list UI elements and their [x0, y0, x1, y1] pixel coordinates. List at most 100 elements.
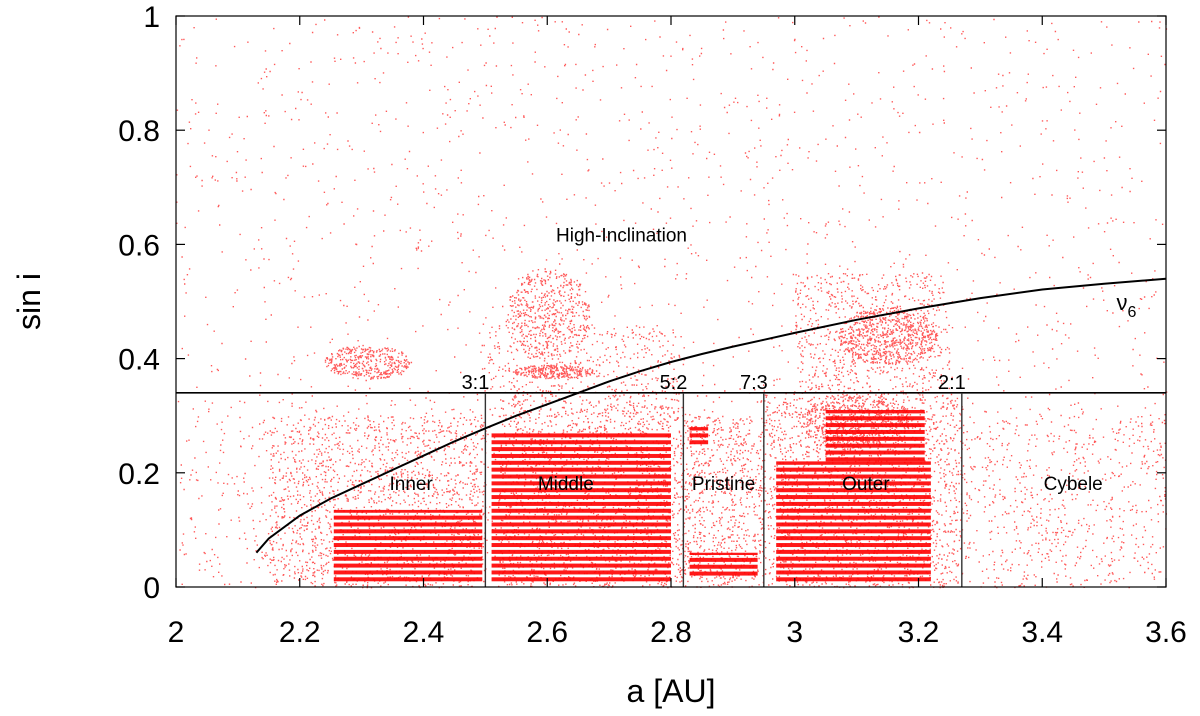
y-tick-label-3: 0.6 [118, 229, 160, 262]
family-stripe-4-2 [776, 563, 931, 568]
y-tick-label-1: 0.2 [118, 458, 160, 491]
nu6-label-subscript: 6 [1128, 304, 1137, 321]
family-stripe-0-2 [333, 563, 483, 568]
family-stripe-4-1 [776, 570, 931, 575]
family-stripe-4-0 [776, 577, 931, 582]
family-stripe-4-14 [776, 481, 931, 486]
nu6-curve [255, 277, 1167, 554]
family-stripe-5-1 [825, 450, 925, 455]
family-stripe-0-4 [333, 549, 483, 554]
resonance-label-5-2: 5:2 [660, 372, 688, 394]
family-stripe-2-0 [689, 571, 758, 576]
region-label-outer: Outer [842, 474, 890, 495]
x-tick-label-1: 2.2 [279, 616, 321, 649]
x-tick-label-0: 2 [168, 616, 185, 649]
region-label-middle: Middle [538, 474, 594, 495]
family-stripe-1-6 [491, 536, 671, 541]
y-axis-title: sin i [11, 273, 47, 330]
family-stripe-5-2 [825, 443, 925, 448]
family-stripe-2-1 [689, 564, 758, 569]
family-stripe-1-14 [491, 481, 671, 486]
family-stripe-4-15 [776, 474, 931, 479]
family-stripe-0-0 [333, 577, 483, 582]
family-stripe-0-6 [333, 536, 483, 541]
family-stripe-5-3 [825, 436, 925, 441]
family-stripe-0-7 [333, 529, 483, 534]
family-stripe-0-8 [333, 522, 483, 527]
family-stripe-5-7 [825, 409, 925, 414]
family-stripe-4-11 [776, 501, 931, 506]
y-tick-label-5: 1 [143, 1, 160, 34]
resonance-label-7-3: 7:3 [740, 372, 768, 394]
family-stripe-1-18 [491, 453, 671, 458]
family-stripe-1-1 [491, 570, 671, 575]
family-stripe-2-2 [689, 557, 758, 562]
family-stripe-1-19 [491, 447, 671, 452]
family-stripe-3-2 [689, 427, 709, 431]
family-stripe-4-3 [776, 556, 931, 561]
family-stripe-4-6 [776, 536, 931, 541]
family-stripe-0-3 [333, 556, 483, 561]
family-stripe-5-6 [825, 416, 925, 421]
family-stripe-1-12 [491, 495, 671, 500]
family-stripe-0-1 [333, 570, 483, 575]
family-stripe-1-8 [491, 522, 671, 527]
family-stripe-4-12 [776, 495, 931, 500]
family-stripe-4-8 [776, 522, 931, 527]
family-stripe-4-7 [776, 529, 931, 534]
family-stripe-4-10 [776, 508, 931, 513]
resonance-label-2-1: 2:1 [938, 372, 966, 394]
family-stripe-4-16 [776, 467, 931, 472]
family-stripe-3-1 [689, 433, 709, 438]
family-stripe-3-0 [689, 440, 709, 445]
x-tick-label-7: 3.4 [1021, 616, 1063, 649]
family-stripe-1-11 [491, 501, 671, 506]
family-stripe-5-4 [825, 429, 925, 434]
family-stripe-1-9 [491, 515, 671, 520]
asteroid-points [176, 16, 1168, 589]
resonance-label-3-1: 3:1 [462, 372, 490, 394]
nu6-line [255, 277, 1167, 554]
region-label-cybele: Cybele [1044, 474, 1103, 495]
y-tick-label-2: 0.4 [118, 344, 160, 377]
family-stripe-1-3 [491, 556, 671, 561]
family-stripe-5-5 [825, 423, 925, 428]
family-stripe-1-7 [491, 529, 671, 534]
family-stripe-0-10 [333, 509, 483, 513]
family-stripe-2-3 [689, 552, 758, 556]
x-tick-label-6: 3.2 [898, 616, 940, 649]
region-label-high-inclination: High-Inclination [556, 226, 687, 247]
family-stripe-4-4 [776, 549, 931, 554]
family-stripe-1-2 [491, 563, 671, 568]
family-stripe-1-4 [491, 549, 671, 554]
resonance-lines [176, 392, 1166, 587]
x-tick-label-4: 2.8 [650, 616, 692, 649]
x-tick-label-3: 2.6 [526, 616, 568, 649]
y-tick-label-0: 0 [143, 572, 160, 605]
family-stripe-1-21 [491, 433, 671, 438]
x-axis-title: a [AU] [627, 673, 716, 709]
family-stripe-1-10 [491, 508, 671, 513]
family-stripe-1-13 [491, 488, 671, 493]
family-stripe-1-5 [491, 543, 671, 548]
region-label-inner: Inner [389, 474, 433, 495]
family-stripe-4-9 [776, 515, 931, 520]
family-stripe-0-9 [333, 515, 483, 520]
family-stripe-5-0 [825, 457, 925, 462]
y-tick-label-4: 0.8 [118, 115, 160, 148]
x-tick-label-8: 3.6 [1145, 616, 1187, 649]
family-stripe-1-0 [491, 577, 671, 582]
family-stripe-4-5 [776, 543, 931, 548]
family-stripe-4-17 [776, 461, 931, 465]
axis-ticks: 2 2.2 2.4 2.6 2.8 3 3.2 3.4 3.6 0 0.2 0.4 0.6 0.8 1 [118, 1, 1187, 649]
family-stripe-1-20 [491, 440, 671, 445]
family-stripe-4-13 [776, 488, 931, 493]
region-label-pristine: Pristine [692, 474, 755, 495]
x-tick-label-5: 3 [786, 616, 803, 649]
family-stripe-1-16 [491, 467, 671, 472]
family-stripe-1-15 [491, 474, 671, 479]
x-tick-label-2: 2.4 [403, 616, 445, 649]
family-stripe-1-17 [491, 460, 671, 465]
